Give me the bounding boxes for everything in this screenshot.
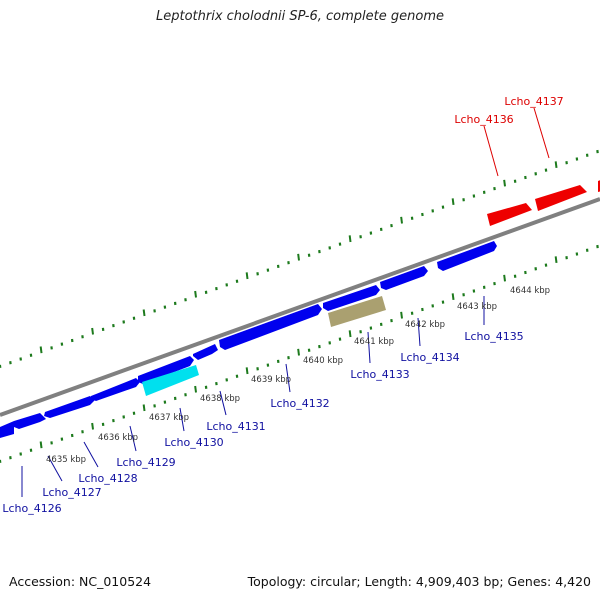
inner-tick-major bbox=[297, 348, 300, 356]
gene-track bbox=[0, 180, 600, 438]
inner-tick-major bbox=[554, 256, 558, 264]
reverse-gene-9 bbox=[380, 266, 428, 290]
kbp-label: 4640 kbp bbox=[303, 356, 343, 366]
gene-label-10[interactable]: Lcho_4135 bbox=[464, 330, 523, 343]
gene-label-8[interactable]: Lcho_4133 bbox=[350, 368, 409, 381]
outer-tick-major bbox=[400, 216, 403, 224]
inner-tick-major bbox=[503, 274, 506, 282]
gene-leader-6 bbox=[219, 390, 227, 416]
outer-tick-major bbox=[245, 272, 249, 280]
reverse-gene-5 bbox=[138, 356, 194, 384]
genome-backbone bbox=[0, 197, 600, 417]
outer-tick-major bbox=[142, 309, 146, 317]
outer-tick-ring bbox=[0, 149, 599, 368]
highlighted-gene-cyan bbox=[142, 365, 199, 396]
gene-label-6[interactable]: Lcho_4131 bbox=[206, 420, 265, 433]
gene-leader-4 bbox=[129, 425, 137, 452]
inner-tick-major bbox=[194, 385, 197, 393]
gene-label-lcho-4136[interactable]: Lcho_4136 bbox=[454, 113, 513, 126]
kbp-label: 4643 kbp bbox=[457, 302, 497, 312]
inner-tick-major bbox=[451, 293, 455, 301]
inner-tick-major bbox=[91, 422, 94, 430]
outer-tick-major bbox=[348, 235, 352, 243]
kbp-label: 4642 kbp bbox=[405, 320, 445, 330]
outer-tick-major bbox=[554, 161, 558, 169]
kbp-label: 4638 kbp bbox=[200, 394, 240, 404]
outer-tick-major bbox=[39, 346, 43, 354]
forward-gene-1 bbox=[487, 203, 532, 226]
reverse-gene-2 bbox=[14, 413, 46, 429]
kbp-scale: 4635 kbp 4636 kbp 4637 kbp 4638 kbp 4639 kbp… bbox=[46, 286, 550, 465]
map-title: Leptothrix cholodnii SP-6, complete geno… bbox=[156, 9, 444, 24]
outer-tick-major bbox=[503, 179, 506, 187]
reverse-gene-10 bbox=[437, 241, 497, 271]
inner-tick-ring bbox=[0, 244, 599, 463]
kbp-label: 4641 kbp bbox=[354, 337, 394, 347]
reverse-gene-3 bbox=[44, 396, 95, 418]
gene-leader-9 bbox=[417, 317, 421, 347]
gene-label-1[interactable]: Lcho_4126 bbox=[2, 502, 61, 515]
gene-label-5[interactable]: Lcho_4130 bbox=[164, 436, 223, 449]
inner-tick-major bbox=[348, 330, 352, 338]
kbp-label: 4637 kbp bbox=[149, 413, 189, 423]
gene-label-9[interactable]: Lcho_4134 bbox=[400, 351, 459, 364]
gene-leader-8 bbox=[367, 331, 371, 364]
inner-tick-major bbox=[245, 367, 249, 375]
accession-label: Accession: NC_010524 bbox=[9, 574, 152, 589]
kbp-label: 4644 kbp bbox=[510, 286, 550, 296]
kbp-label: 4635 kbp bbox=[46, 455, 86, 465]
forward-gene-2 bbox=[535, 185, 587, 211]
outer-tick-major bbox=[91, 327, 94, 335]
inner-tick-major bbox=[400, 311, 403, 319]
outer-tick-major bbox=[451, 198, 455, 206]
outer-tick-major bbox=[297, 253, 300, 261]
inner-tick-major bbox=[142, 404, 146, 412]
gene-leader-5 bbox=[179, 407, 185, 432]
gene-label-2[interactable]: Lcho_4127 bbox=[42, 486, 101, 499]
gene-leader-7 bbox=[285, 363, 291, 393]
outer-tick-major bbox=[194, 290, 197, 298]
gene-label-lcho-4136-leader bbox=[483, 125, 499, 177]
reverse-gene-1 bbox=[0, 421, 14, 438]
gene-callouts: Lcho_4136Lcho_4137Lcho_4126Lcho_4127Lcho… bbox=[2, 95, 563, 515]
gene-label-3[interactable]: Lcho_4128 bbox=[78, 472, 137, 485]
kbp-label: 4639 kbp bbox=[251, 375, 291, 385]
gene-label-lcho-4137-leader bbox=[533, 107, 550, 159]
inner-tick-major bbox=[39, 441, 43, 449]
gene-label-4[interactable]: Lcho_4129 bbox=[116, 456, 175, 469]
gene-leader-2 bbox=[47, 455, 63, 482]
reverse-gene-7 bbox=[219, 304, 322, 350]
gene-label-lcho-4137[interactable]: Lcho_4137 bbox=[504, 95, 563, 108]
genome-summary: Topology: circular; Length: 4,909,403 bp… bbox=[247, 574, 591, 589]
highlighted-gene-khaki bbox=[328, 296, 386, 327]
reverse-gene-6 bbox=[193, 344, 218, 360]
kbp-label: 4636 kbp bbox=[98, 433, 138, 443]
reverse-gene-4 bbox=[91, 378, 140, 401]
reverse-gene-8 bbox=[323, 285, 380, 311]
gene-label-7[interactable]: Lcho_4132 bbox=[270, 397, 329, 410]
gene-leader-3 bbox=[83, 441, 99, 468]
